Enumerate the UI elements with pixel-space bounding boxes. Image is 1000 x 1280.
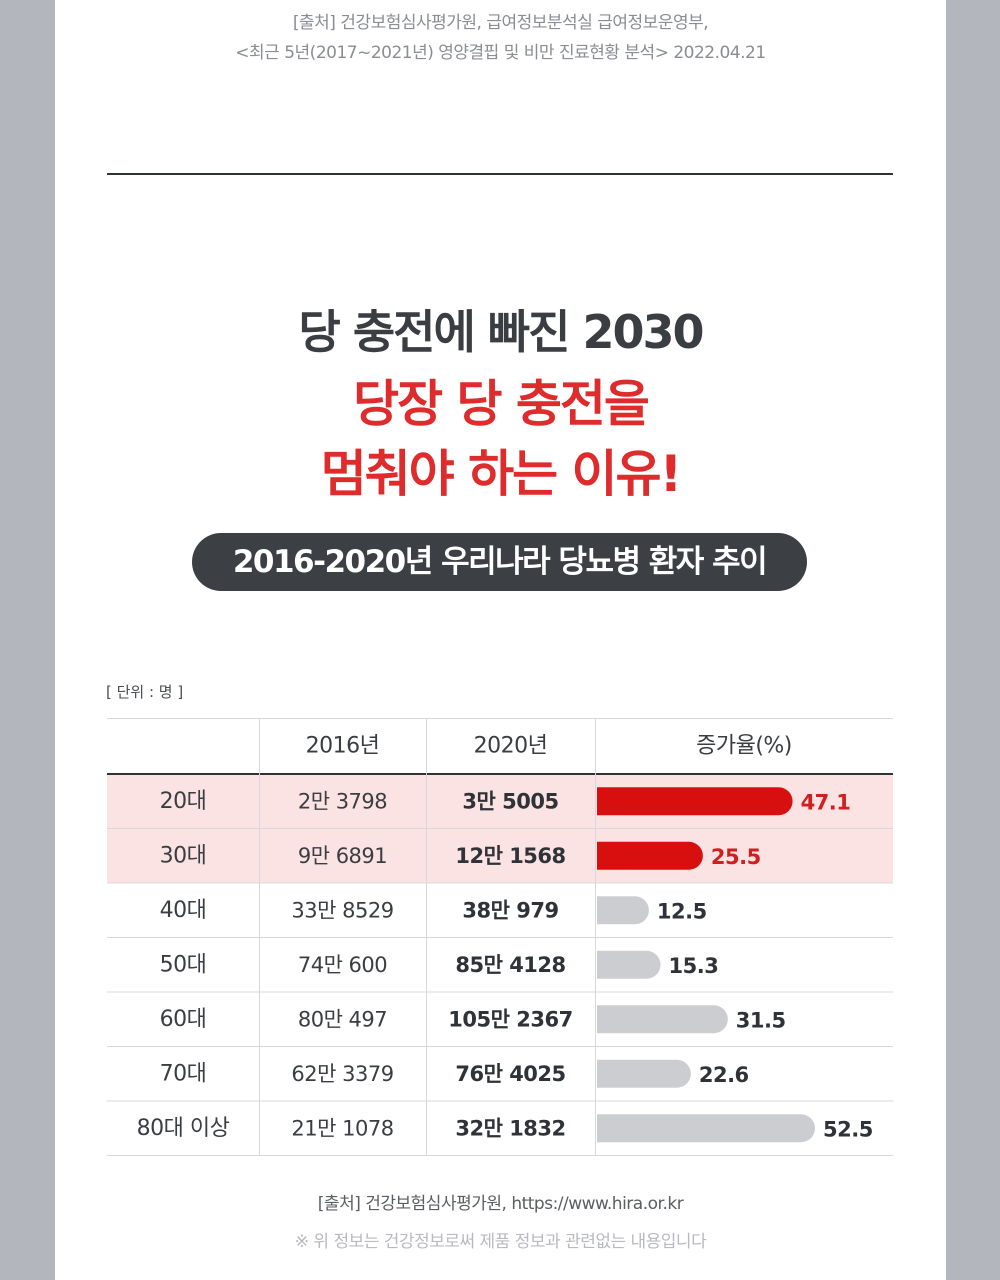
rate-bar (583, 950, 661, 979)
rate-value-label: 12.5 (657, 899, 707, 923)
rate-value-label: 47.1 (801, 790, 851, 814)
value-2016: 62만 3379 (291, 1062, 393, 1086)
rate-value-label: 52.5 (823, 1117, 873, 1141)
age-group-label: 80대 이상 (137, 1116, 230, 1141)
age-group-label: 50대 (160, 952, 207, 977)
rate-bar-left-mask (582, 1058, 597, 1089)
column-header: 2020년 (474, 734, 548, 759)
headline-line2: 당장 당 충전을 (353, 375, 650, 433)
value-2016: 33만 8529 (291, 898, 393, 922)
rate-bar (583, 1114, 815, 1143)
source-citation-top-line2: <최근 5년(2017~2021년) 영양결핍 및 비만 진료현황 분석> 20… (235, 43, 766, 63)
rate-bar-left-mask (582, 1004, 597, 1035)
rate-value-label: 22.6 (699, 1063, 749, 1087)
value-2016: 21만 1078 (291, 1116, 393, 1140)
headline-line3: 멈춰야 하는 이유! (320, 445, 683, 503)
rate-bar-left-mask (582, 840, 597, 871)
rate-bar (583, 896, 649, 925)
diabetes-table-chart: 2016년 2020년 증가율(%) 20대 2만 3798 3만 5005 47.1 30대… (107, 718, 893, 1158)
highlight-row-bg (107, 828, 893, 883)
rate-bar (583, 1059, 691, 1088)
disclaimer-text: ※ 위 정보는 건강정보로써 제품 정보과 관련없는 내용입니다 (294, 1232, 707, 1252)
value-2020: 12만 1568 (455, 844, 565, 868)
source-citation-top-line1: [출처] 건강보험심사평가원, 급여정보분석실 급여정보운영부, (292, 13, 709, 33)
age-group-label: 70대 (160, 1061, 207, 1086)
value-2020: 105만 2367 (448, 1007, 572, 1031)
age-group-label: 40대 (160, 898, 207, 923)
column-header: 2016년 (306, 734, 380, 759)
table-chart-svg: 2016년 2020년 증가율(%) 20대 2만 3798 3만 5005 47.1 30대… (107, 718, 893, 1156)
value-2020: 3만 5005 (462, 789, 558, 813)
rate-bar (583, 841, 703, 870)
rate-value-label: 15.3 (669, 954, 719, 978)
section-divider (107, 173, 893, 175)
rate-value-label: 31.5 (736, 1008, 786, 1032)
rate-bar-left-mask (582, 895, 597, 926)
value-2020: 32만 1832 (455, 1116, 565, 1140)
rate-bar-left-mask (582, 949, 597, 980)
value-2016: 2만 3798 (298, 789, 387, 813)
rate-bar-left-mask (582, 1113, 597, 1144)
age-group-label: 60대 (160, 1007, 207, 1032)
rate-bar (583, 787, 793, 816)
value-2020: 76만 4025 (455, 1062, 565, 1086)
value-2020: 85만 4128 (455, 953, 565, 977)
value-2016: 80만 497 (298, 1007, 387, 1031)
value-2016: 74만 600 (298, 953, 387, 977)
source-citation-bottom: [출처] 건강보험심사평가원, https://www.hira.or.kr (317, 1194, 684, 1214)
value-2020: 38만 979 (462, 898, 558, 922)
headline-line1: 당 충전에 빠진 2030 (298, 305, 705, 359)
age-group-label: 30대 (160, 843, 207, 868)
rate-bar-left-mask (582, 786, 597, 817)
chart-subtitle-pill: 2016-2020년 우리나라 당뇨병 환자 추이 (192, 533, 807, 591)
column-header: 증가율(%) (696, 734, 792, 759)
unit-label: [ 단위 : 명 ] (106, 683, 184, 701)
age-group-label: 20대 (160, 789, 207, 814)
rate-value-label: 25.5 (711, 845, 761, 869)
rate-bar (583, 1005, 728, 1034)
infographic-card: [출처] 건강보험심사평가원, 급여정보분석실 급여정보운영부, <최근 5년(… (55, 0, 946, 1280)
value-2016: 9만 6891 (298, 844, 387, 868)
